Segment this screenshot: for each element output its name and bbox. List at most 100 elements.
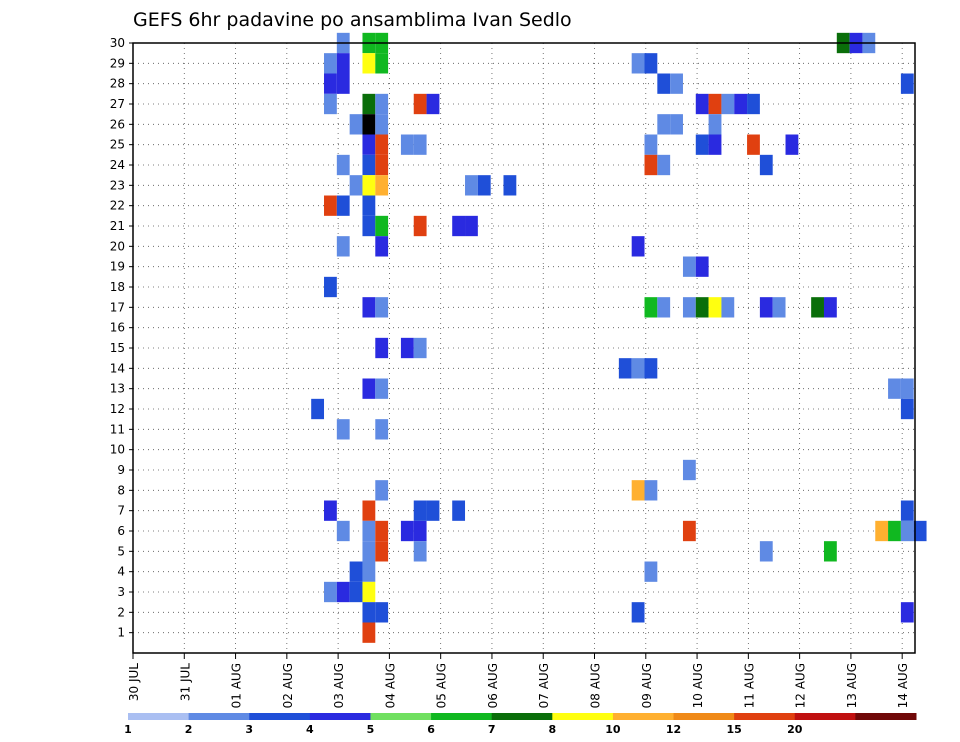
x-tick-label: 05 AUG	[435, 663, 449, 708]
precip-cell	[631, 480, 645, 501]
precip-cell	[772, 297, 786, 318]
colorbar-segment	[188, 713, 250, 720]
precip-cell	[375, 93, 389, 115]
precip-cell	[900, 398, 914, 420]
precip-cell	[336, 195, 350, 216]
precip-cell	[759, 297, 773, 318]
precip-cell	[657, 297, 671, 318]
precip-cell	[426, 500, 440, 521]
precip-cell	[644, 358, 658, 379]
colorbar-segment	[673, 713, 735, 720]
precip-cell	[759, 154, 773, 176]
x-tick-label: 06 AUG	[486, 663, 500, 708]
grid-lines	[132, 42, 915, 653]
y-tick-label: 16	[110, 321, 125, 335]
precip-cell	[631, 358, 645, 379]
precip-cell	[465, 215, 478, 237]
precip-cell	[682, 297, 696, 318]
y-tick-label: 27	[110, 97, 125, 111]
precip-cell	[413, 215, 427, 237]
y-tick-label: 12	[110, 402, 125, 416]
precip-cell	[708, 93, 722, 115]
precip-cell	[823, 297, 837, 318]
precip-cell	[426, 93, 440, 115]
colorbar-segment	[855, 713, 917, 720]
precip-cell	[375, 480, 389, 501]
precip-cell	[311, 398, 325, 420]
precip-cell	[913, 520, 927, 542]
precip-cell	[362, 602, 376, 623]
precip-cell	[823, 541, 837, 562]
precip-cell	[900, 73, 914, 94]
precip-cell	[324, 500, 337, 521]
precip-cell	[336, 581, 350, 603]
precip-cell	[875, 520, 889, 542]
x-tick-label: 03 AUG	[332, 663, 346, 708]
precip-cell	[375, 154, 389, 176]
y-tick-label: 10	[110, 443, 125, 457]
precip-cell	[336, 520, 350, 542]
precip-cell	[362, 297, 376, 318]
precip-cell	[721, 297, 735, 318]
precip-cell	[349, 581, 363, 603]
x-tick-label: 02 AUG	[281, 663, 295, 708]
precip-cell	[657, 154, 671, 176]
y-tick-label: 11	[110, 422, 125, 436]
x-tick-label: 09 AUG	[640, 663, 654, 708]
x-tick-label: 14 AUG	[896, 663, 910, 708]
y-tick-label: 5	[117, 544, 125, 558]
precip-cell	[362, 541, 376, 562]
y-tick-label: 4	[117, 565, 125, 579]
precip-cell	[413, 520, 427, 542]
colorbar-segment	[249, 713, 311, 720]
precip-cell	[708, 114, 722, 135]
y-tick-label: 13	[110, 382, 125, 396]
precip-cell	[324, 276, 337, 298]
precip-cell	[349, 561, 363, 582]
precip-cell	[644, 53, 658, 74]
precip-cell	[900, 378, 914, 399]
x-tick-label: 31 JUL	[178, 663, 192, 701]
colorbar-segment	[794, 713, 856, 720]
precip-cell	[631, 236, 645, 257]
y-tick-label: 2	[117, 605, 125, 619]
precip-cell	[682, 256, 696, 277]
colorbar-label: 8	[548, 723, 556, 736]
precip-cell	[644, 154, 658, 176]
precip-cell	[362, 500, 376, 521]
precip-cell	[362, 622, 376, 643]
precip-cell	[413, 337, 427, 359]
precip-cell	[375, 419, 389, 440]
precip-cell	[452, 500, 466, 521]
precip-cell	[336, 53, 350, 74]
precip-cell	[362, 215, 376, 237]
precip-cell	[670, 73, 683, 94]
precip-cell	[400, 520, 414, 542]
precip-cell	[336, 73, 350, 94]
precip-cell	[324, 581, 337, 603]
precip-cell	[400, 134, 414, 155]
colorbar-segment	[309, 713, 371, 720]
colorbar-label: 5	[367, 723, 375, 736]
precip-cell	[362, 195, 376, 216]
y-tick-label: 14	[110, 361, 125, 375]
colorbar-label: 10	[605, 723, 621, 736]
precip-cell	[375, 378, 389, 399]
precip-cell	[734, 93, 748, 115]
y-tick-label: 6	[117, 524, 125, 538]
precip-cell	[336, 154, 350, 176]
colorbar-segment	[370, 713, 432, 720]
colorbar-label: 2	[185, 723, 193, 736]
precip-cell	[888, 378, 901, 399]
data-cells	[311, 32, 927, 643]
y-tick-label: 28	[110, 77, 125, 91]
precip-cell	[811, 297, 824, 318]
y-tick-label: 19	[110, 260, 125, 274]
precip-cell	[362, 134, 376, 155]
precip-cell	[900, 500, 914, 521]
precip-cell	[362, 154, 376, 176]
precip-cell	[888, 520, 901, 542]
x-tick-label: 12 AUG	[794, 663, 808, 708]
precip-cell	[375, 53, 389, 74]
x-tick-label: 04 AUG	[383, 663, 397, 708]
